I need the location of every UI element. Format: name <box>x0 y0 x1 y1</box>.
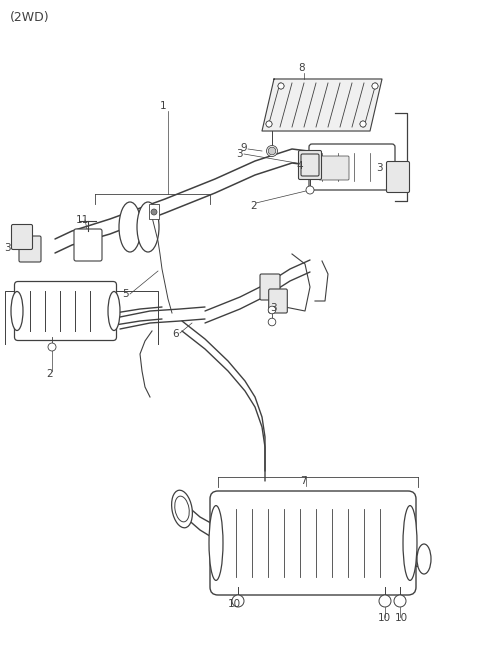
Text: 10: 10 <box>228 599 241 609</box>
Text: 5: 5 <box>122 289 129 299</box>
FancyBboxPatch shape <box>12 225 33 250</box>
Circle shape <box>278 83 284 89</box>
Ellipse shape <box>11 291 23 331</box>
Circle shape <box>151 209 157 215</box>
FancyBboxPatch shape <box>260 274 280 300</box>
Text: 7: 7 <box>300 476 307 486</box>
Text: 1: 1 <box>160 101 167 111</box>
Text: 3: 3 <box>270 303 276 313</box>
Circle shape <box>266 146 277 156</box>
Ellipse shape <box>175 496 189 522</box>
FancyBboxPatch shape <box>309 144 395 190</box>
Text: 2: 2 <box>250 201 257 211</box>
Circle shape <box>232 595 244 607</box>
Circle shape <box>266 121 272 127</box>
Text: 3: 3 <box>236 149 242 159</box>
Ellipse shape <box>108 291 120 331</box>
Circle shape <box>266 121 272 127</box>
Circle shape <box>306 186 314 194</box>
FancyBboxPatch shape <box>210 491 416 595</box>
FancyBboxPatch shape <box>386 161 409 192</box>
FancyBboxPatch shape <box>319 156 349 180</box>
Text: 11: 11 <box>76 215 89 225</box>
Text: 6: 6 <box>172 329 179 339</box>
FancyBboxPatch shape <box>301 154 319 176</box>
Ellipse shape <box>119 202 141 252</box>
Text: 10: 10 <box>378 613 391 623</box>
Text: 3: 3 <box>376 163 383 173</box>
Text: 3: 3 <box>4 243 11 253</box>
Circle shape <box>379 595 391 607</box>
Polygon shape <box>262 79 382 131</box>
Circle shape <box>268 318 276 326</box>
Circle shape <box>268 147 276 155</box>
Circle shape <box>360 121 366 127</box>
Text: (2WD): (2WD) <box>10 11 49 24</box>
FancyBboxPatch shape <box>269 289 288 313</box>
FancyBboxPatch shape <box>14 281 117 341</box>
Circle shape <box>278 83 284 89</box>
Circle shape <box>372 83 378 89</box>
Bar <box>149 204 159 219</box>
Text: 2: 2 <box>46 369 53 379</box>
Circle shape <box>372 83 378 89</box>
Ellipse shape <box>209 505 223 581</box>
Ellipse shape <box>417 544 431 574</box>
Text: 10: 10 <box>395 613 408 623</box>
Circle shape <box>268 306 276 314</box>
Circle shape <box>48 343 56 351</box>
Circle shape <box>360 121 366 127</box>
Ellipse shape <box>172 490 192 528</box>
Text: 8: 8 <box>298 63 305 73</box>
Text: 9: 9 <box>240 143 247 153</box>
FancyBboxPatch shape <box>19 236 41 262</box>
Ellipse shape <box>137 202 159 252</box>
Ellipse shape <box>403 505 417 581</box>
Circle shape <box>394 595 406 607</box>
FancyBboxPatch shape <box>299 150 322 179</box>
Text: 4: 4 <box>296 161 302 171</box>
FancyBboxPatch shape <box>74 229 102 261</box>
